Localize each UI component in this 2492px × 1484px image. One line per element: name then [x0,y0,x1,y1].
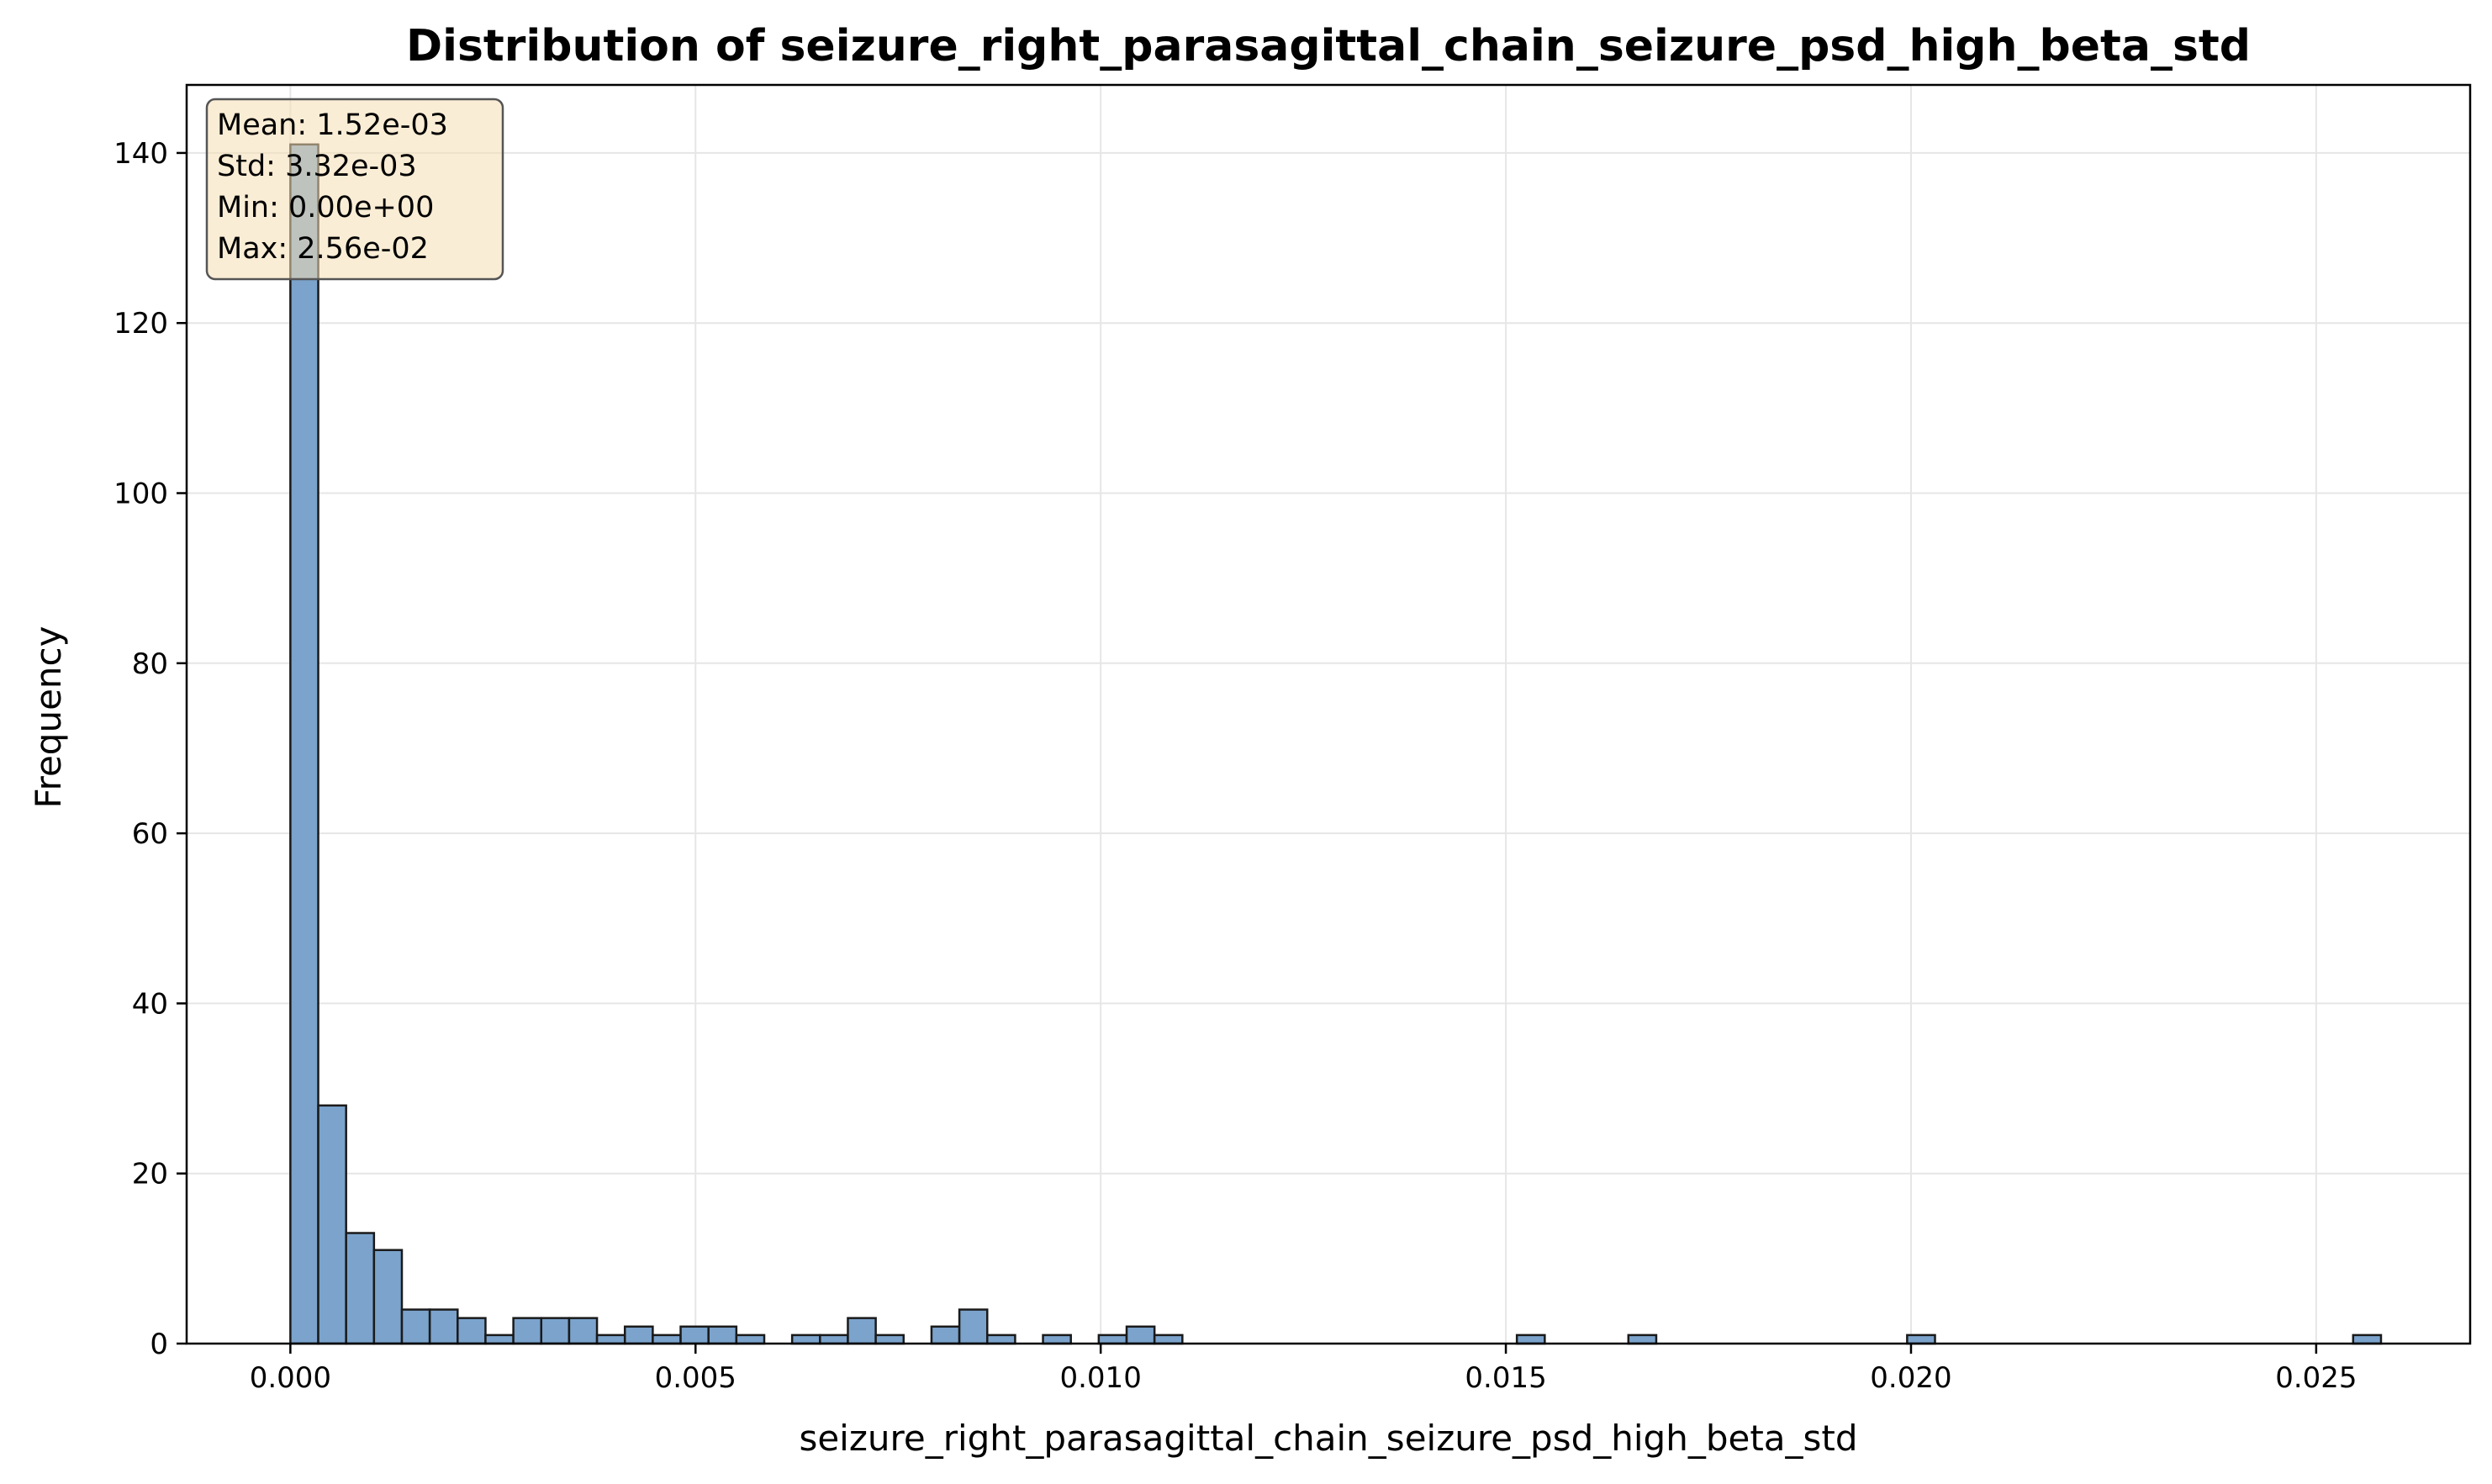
histogram-bar [874,1333,905,1345]
histogram-bar [289,143,319,1345]
stats-box-background [205,98,504,281]
histogram-bar [623,1325,654,1345]
histogram-bar [540,1317,571,1345]
stats-max: Max: 2.56e-02 [217,232,429,266]
plot-frame [185,83,2472,1345]
histogram-bar [1042,1333,1072,1345]
y-tick-label: 80 [132,647,168,681]
histogram-bar [930,1325,961,1345]
histogram-bar [512,1317,543,1345]
histogram-bar [1125,1325,1156,1345]
histogram-bar [985,1333,1016,1345]
histogram-bar [1906,1333,1936,1345]
axis-ticks: 0.000 0.005 0.010 0.015 0.020 0.025 0 20 40 60 80 1… [114,137,2357,1395]
histogram-bar [707,1325,738,1345]
histogram-bar [428,1308,459,1345]
histogram-bar [958,1308,989,1345]
histogram-bar [372,1249,404,1345]
x-tick-label: 0.015 [1465,1361,1546,1395]
grid-lines [187,85,2470,1344]
x-tick-label: 0.020 [1870,1361,1951,1395]
stats-mean: Mean: 1.52e-03 [217,108,448,142]
histogram-bar [1515,1333,1546,1345]
histogram-bar [790,1333,821,1345]
chart-title: Distribution of seizure_right_parasagitt… [406,21,2251,71]
x-tick-label: 0.005 [655,1361,737,1395]
histogram-bar [317,1104,347,1345]
x-tick-label: 0.000 [250,1361,331,1395]
y-tick-label: 20 [132,1158,168,1191]
histogram-bar [652,1333,682,1345]
histogram-bar [345,1232,376,1345]
histogram-bar [1153,1333,1184,1345]
histogram-bar [1627,1333,1658,1345]
histogram-bar [484,1333,515,1345]
stats-std: Std: 3.32e-03 [217,150,417,183]
x-tick-label: 0.010 [1059,1361,1141,1395]
stats-box: Mean: 1.52e-03 Std: 3.32e-03 Min: 0.00e+… [205,98,504,281]
histogram-bar [679,1325,710,1345]
histogram-bar [1097,1333,1128,1345]
y-tick-label: 100 [114,478,168,511]
histogram-bar [595,1333,626,1345]
y-axis-label: Frequency [28,626,69,809]
histogram-bar [735,1333,766,1345]
histogram-bar [568,1317,599,1345]
x-tick-label: 0.025 [2275,1361,2357,1395]
histogram-bar [457,1317,487,1345]
stats-min: Min: 0.00e+00 [217,191,434,224]
histogram-bar [400,1308,431,1345]
histogram-bar [819,1333,849,1345]
histogram-bar [847,1317,877,1345]
histogram-bars [289,143,2383,1345]
y-tick-label: 140 [114,137,168,171]
y-tick-label: 60 [132,817,168,851]
y-tick-label: 40 [132,987,168,1021]
y-tick-label: 120 [114,307,168,341]
histogram-bar [2352,1333,2383,1345]
x-axis-label: seizure_right_parasagittal_chain_seizure… [799,1418,1857,1459]
y-tick-label: 0 [150,1328,168,1361]
